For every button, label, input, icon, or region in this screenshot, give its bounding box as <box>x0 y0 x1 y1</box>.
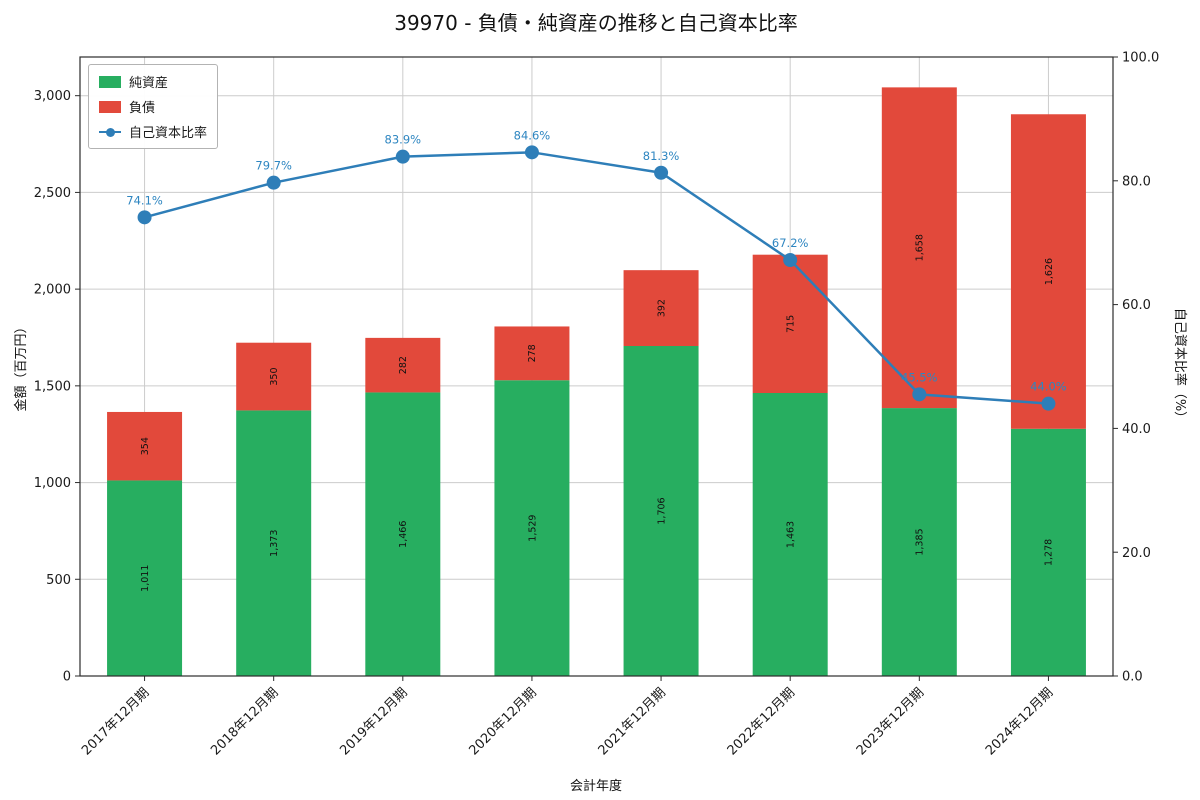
legend-swatch-net-assets <box>99 75 121 88</box>
equity-ratio-label: 79.7% <box>255 159 292 173</box>
bar-net-assets <box>623 345 699 676</box>
bar-net-assets <box>752 393 828 676</box>
legend-swatch-equity-ratio <box>99 126 121 138</box>
equity-ratio-marker <box>137 210 152 225</box>
bar-liabilities <box>107 411 183 481</box>
bar-net-assets <box>236 410 312 676</box>
y-axis-title-left: 金額（百万円） <box>13 320 29 411</box>
equity-ratio-marker <box>395 149 410 164</box>
equity-ratio-label: 81.3% <box>643 149 680 163</box>
y-axis-tick-label-left: 500 <box>46 573 71 588</box>
bar-net-assets <box>365 392 441 676</box>
bar-value-label-liabilities: 278 <box>527 344 538 362</box>
bar-net-assets <box>107 480 183 676</box>
bar-value-label-net-assets: 1,706 <box>656 497 667 524</box>
y-axis-tick-label-left: 3,000 <box>34 89 71 104</box>
x-axis-tick-label: 2022年12月期 <box>725 685 798 758</box>
legend-marker-dot <box>106 127 115 137</box>
legend-label-net-assets: 純資産 <box>129 76 169 91</box>
plot-area: 1,011 354 1,373 350 1,466 282 1,529 278 1,706 392… <box>34 51 1159 759</box>
y-axis-tick-label-right: 60.0 <box>1122 298 1151 313</box>
x-axis-tick-label: 2023年12月期 <box>854 685 927 758</box>
bar-value-label-net-assets: 1,373 <box>269 530 280 557</box>
bar-liabilities <box>623 270 699 346</box>
legend-item-net-assets: 純資産 <box>99 72 207 91</box>
bar-value-label-liabilities: 282 <box>398 356 409 374</box>
bar-net-assets <box>494 380 570 676</box>
x-axis-tick-label: 2019年12月期 <box>337 685 410 758</box>
equity-ratio-marker <box>266 175 281 190</box>
y-axis-tick-label-left: 2,000 <box>34 283 71 298</box>
bar-value-label-liabilities: 1,626 <box>1044 258 1055 285</box>
bar-value-label-liabilities: 715 <box>786 315 797 333</box>
equity-ratio-marker <box>524 145 539 160</box>
legend-label-liabilities: 負債 <box>129 101 156 116</box>
bar-value-label-liabilities: 392 <box>656 299 667 317</box>
bar-liabilities <box>365 337 441 393</box>
legend: 純資産 負債 自己資本比率 <box>88 64 219 149</box>
x-axis-tick-label: 2018年12月期 <box>208 685 281 758</box>
y-axis-tick-label-left: 1,000 <box>34 476 71 491</box>
bar-value-label-net-assets: 1,278 <box>1044 539 1055 566</box>
bar-liabilities <box>752 254 828 394</box>
bar-liabilities <box>1010 114 1086 429</box>
bar-value-label-net-assets: 1,466 <box>398 521 409 548</box>
bar-net-assets <box>881 408 957 676</box>
chart-title: 39970 - 負債・純資産の推移と自己資本比率 <box>394 11 798 35</box>
y-axis-tick-label-right: 20.0 <box>1122 546 1151 561</box>
equity-ratio-label: 84.6% <box>514 128 551 142</box>
bar-liabilities <box>494 326 570 381</box>
x-axis-tick-label: 2020年12月期 <box>466 685 539 758</box>
legend-item-equity-ratio: 自己資本比率 <box>99 122 207 141</box>
bar-value-label-net-assets: 1,463 <box>786 521 797 548</box>
y-axis-tick-label-right: 0.0 <box>1122 670 1143 685</box>
equity-ratio-label: 83.9% <box>385 133 422 147</box>
equity-ratio-marker <box>912 387 927 402</box>
equity-ratio-line <box>144 151 1049 405</box>
x-axis-tick-label: 2017年12月期 <box>79 685 152 758</box>
equity-ratio-label: 74.1% <box>126 193 163 207</box>
legend-swatch-liabilities <box>99 100 121 113</box>
y-axis-tick-label-left: 1,500 <box>34 379 71 394</box>
x-axis-tick-label: 2024年12月期 <box>983 685 1056 758</box>
bar-value-label-liabilities: 350 <box>269 367 280 385</box>
legend-label-equity-ratio: 自己資本比率 <box>129 126 208 141</box>
y-axis-tick-label-right: 40.0 <box>1122 422 1151 437</box>
bar-liabilities <box>881 87 957 409</box>
bar-value-label-net-assets: 1,529 <box>527 515 538 542</box>
y-axis-tick-label-right: 100.0 <box>1122 51 1159 66</box>
y-axis-tick-label-right: 80.0 <box>1122 174 1151 189</box>
equity-ratio-marker <box>1041 396 1056 411</box>
bar-value-label-net-assets: 1,385 <box>915 528 926 555</box>
equity-ratio-label: 45.5% <box>901 370 938 384</box>
bar-value-label-net-assets: 1,011 <box>140 565 151 592</box>
bar-value-label-liabilities: 1,658 <box>915 234 926 261</box>
legend-item-liabilities: 負債 <box>99 97 207 116</box>
equity-ratio-marker <box>654 165 669 180</box>
y-axis-tick-label-left: 0 <box>63 670 71 685</box>
bar-value-label-liabilities: 354 <box>140 437 151 455</box>
y-axis-tick-label-left: 2,500 <box>34 186 71 201</box>
bar-liabilities <box>236 342 312 411</box>
equity-ratio-label: 44.0% <box>1030 380 1067 394</box>
y-axis-title-right: 自己資本比率（%） <box>1172 308 1188 424</box>
equity-ratio-marker <box>783 253 798 268</box>
equity-ratio-label: 67.2% <box>772 236 809 250</box>
x-axis-title: 会計年度 <box>570 778 622 794</box>
plot-border <box>79 56 1114 677</box>
bar-net-assets <box>1010 428 1086 676</box>
x-axis-tick-label: 2021年12月期 <box>596 685 669 758</box>
